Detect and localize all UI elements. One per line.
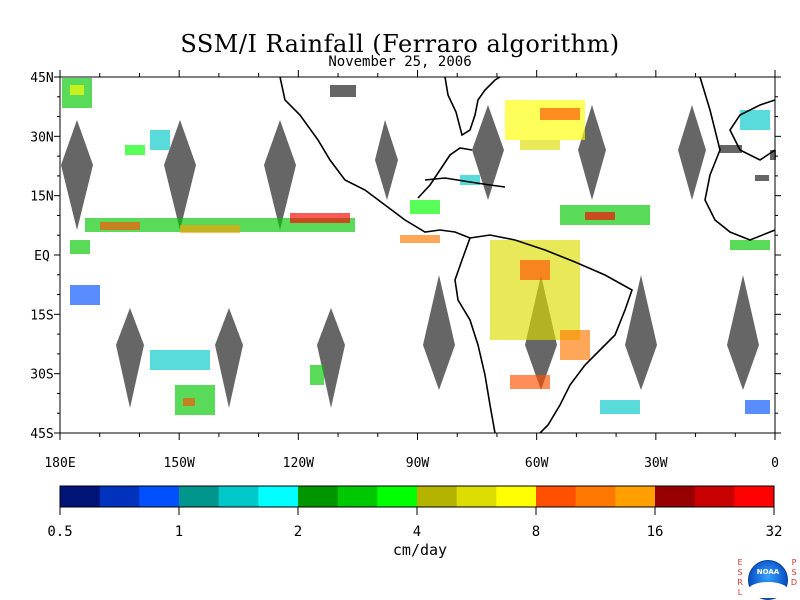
colorbar-swatch-1 xyxy=(60,486,101,507)
rain-cluster-24 xyxy=(560,330,590,360)
land-mask-patch-4 xyxy=(770,150,776,160)
rain-cluster-26 xyxy=(410,200,440,214)
rain-cluster-9 xyxy=(70,240,90,254)
lon-label-3: 120W xyxy=(283,456,314,471)
lon-label-4: 90W xyxy=(406,456,430,471)
lat-label-7: 45S xyxy=(30,427,53,442)
noaa-wave xyxy=(748,582,788,598)
colorbar-swatch-4 xyxy=(179,486,220,507)
colorbar-label-3: 2 xyxy=(294,524,302,540)
rain-cluster-22 xyxy=(490,240,580,340)
colorbar-swatch-2 xyxy=(99,486,140,507)
colorbar-label-2: 1 xyxy=(175,524,183,540)
rain-cluster-14 xyxy=(310,365,324,385)
rain-cluster-18 xyxy=(520,140,560,150)
coastline-3 xyxy=(444,76,501,137)
rain-cluster-7 xyxy=(125,145,145,155)
colorbar-swatch-12 xyxy=(496,486,537,507)
rain-cluster-20 xyxy=(585,212,615,220)
colorbar-units: cm/day xyxy=(392,541,448,559)
colorbar-label-4: 4 xyxy=(413,524,421,540)
lat-label-6: 30S xyxy=(30,368,53,383)
coastline-4 xyxy=(469,234,633,434)
rain-cluster-27 xyxy=(460,175,480,185)
no-data-gap-3 xyxy=(264,120,296,230)
colorbar-swatch-3 xyxy=(139,486,180,507)
land-mask-patch-3 xyxy=(755,175,769,181)
lat-label-3: 15N xyxy=(30,190,53,205)
colorbar-label-6: 16 xyxy=(647,524,664,540)
coastline-8 xyxy=(729,99,776,161)
colorbar-label-1: 0.5 xyxy=(47,524,72,540)
map-title: SSM/I Rainfall (Ferraro algorithm) xyxy=(180,30,620,58)
coastline-1 xyxy=(279,76,471,239)
lat-label-1: 45N xyxy=(30,71,53,86)
colorbar-label-7: 32 xyxy=(766,524,783,540)
rain-cluster-2 xyxy=(70,85,84,95)
rain-cluster-21 xyxy=(740,110,770,130)
lat-label-2: 30N xyxy=(30,130,53,145)
coastline-6 xyxy=(424,177,506,188)
rain-cluster-29 xyxy=(600,400,640,414)
colorbar-swatch-17 xyxy=(694,486,735,507)
colorbar-swatch-16 xyxy=(655,486,696,507)
no-data-gap-2 xyxy=(164,120,196,230)
rain-cluster-15 xyxy=(400,235,440,243)
lon-label-2: 150W xyxy=(164,456,195,471)
colorbar-swatch-13 xyxy=(536,486,577,507)
noaa-wordmark: NOAA xyxy=(756,568,780,576)
lat-label-5: 15S xyxy=(30,308,53,323)
no-data-gap-8 xyxy=(116,308,144,408)
colorbar-swatch-8 xyxy=(337,486,378,507)
rain-cluster-17 xyxy=(540,108,580,120)
lat-label-4: EQ xyxy=(34,249,50,264)
no-data-gap-14 xyxy=(727,275,759,390)
coastline-7 xyxy=(699,76,776,241)
no-data-gap-13 xyxy=(625,275,657,390)
colorbar-swatch-15 xyxy=(615,486,656,507)
colorbar-swatch-9 xyxy=(377,486,418,507)
colorbar-swatch-5 xyxy=(218,486,259,507)
colorbar-swatch-7 xyxy=(298,486,339,507)
rain-cluster-28 xyxy=(730,240,770,250)
land-mask-patch-2 xyxy=(720,145,742,153)
no-data-gap-9 xyxy=(215,308,243,408)
no-data-gap-11 xyxy=(423,275,455,390)
no-data-gap-7 xyxy=(678,105,706,200)
rain-cluster-11 xyxy=(150,350,210,370)
rain-cluster-30 xyxy=(745,400,770,414)
lon-label-7: 0 xyxy=(771,456,779,471)
colorbar-swatch-18 xyxy=(734,486,775,507)
rain-cluster-25 xyxy=(510,375,550,389)
rain-cluster-13 xyxy=(183,398,195,406)
lon-label-6: 30W xyxy=(644,456,668,471)
lon-label-5: 60W xyxy=(525,456,549,471)
no-data-gap-10 xyxy=(317,308,345,408)
no-data-gap-4 xyxy=(375,120,398,200)
rain-cluster-23 xyxy=(520,260,550,280)
colorbar-swatch-6 xyxy=(258,486,299,507)
colorbar-swatch-11 xyxy=(456,486,497,507)
coastline-5 xyxy=(454,237,496,434)
colorbar-swatch-10 xyxy=(417,486,458,507)
coastline-2 xyxy=(417,147,473,199)
rain-cluster-4 xyxy=(100,222,140,230)
rain-cluster-5 xyxy=(180,225,240,233)
rain-cluster-8 xyxy=(150,130,170,150)
lon-label-1: 180E xyxy=(44,456,75,471)
colorbar-label-5: 8 xyxy=(532,524,540,540)
rain-cluster-6 xyxy=(290,213,350,223)
colorbar-swatch-14 xyxy=(575,486,616,507)
rain-cluster-10 xyxy=(70,285,100,305)
no-data-gap-1 xyxy=(61,120,93,230)
no-data-gap-5 xyxy=(472,105,504,200)
land-mask-patch-1 xyxy=(330,85,356,97)
map-date: November 25, 2006 xyxy=(328,54,472,70)
